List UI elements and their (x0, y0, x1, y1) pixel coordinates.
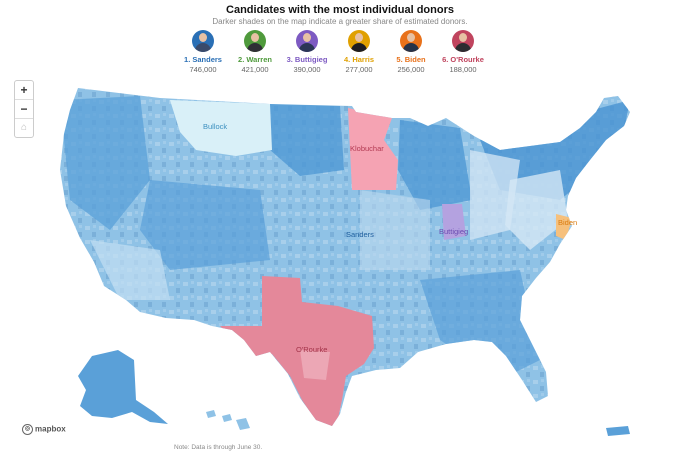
legend-value: 746,000 (189, 65, 217, 74)
map-label-buttigieg: Buttigieg (439, 227, 469, 236)
map-label-sanders: Sanders (346, 230, 374, 239)
legend-value: 277,000 (345, 65, 373, 74)
legend-name: 5. Biden (396, 55, 426, 64)
chart-title: Candidates with the most individual dono… (226, 4, 454, 16)
legend-value: 256,000 (397, 65, 425, 74)
legend-value: 188,000 (449, 65, 477, 74)
candidate-legend: 1. Sanders 746,000 2. Warren 421,000 3. … (178, 30, 484, 86)
mapbox-logo[interactable]: ◎ mapbox (22, 424, 66, 435)
harris-avatar (348, 30, 370, 52)
orourke-avatar (452, 30, 474, 52)
legend-value: 390,000 (293, 65, 321, 74)
buttigieg-avatar (296, 30, 318, 52)
legend-item-buttigieg: 3. Buttigieg 390,000 (282, 30, 332, 74)
map-label-bullock: Bullock (203, 122, 228, 131)
legend-item-orourke: 6. O'Rourke 188,000 (438, 30, 488, 74)
legend-name: 4. Harris (343, 55, 375, 64)
mapbox-icon: ◎ (22, 424, 33, 435)
legend-item-harris: 4. Harris 277,000 (334, 30, 384, 74)
chart-subtitle: Darker shades on the map indicate a grea… (212, 17, 468, 26)
legend-item-biden: 5. Biden 256,000 (386, 30, 436, 74)
legend-name: 3. Buttigieg (286, 55, 328, 64)
legend-name: 6. O'Rourke (442, 55, 484, 64)
zoom-out-button[interactable]: − (15, 100, 33, 119)
biden-avatar (400, 30, 422, 52)
legend-name: 1. Sanders (184, 55, 222, 64)
warren-avatar (244, 30, 266, 52)
home-icon[interactable]: ⌂ (20, 122, 28, 133)
legend-item-sanders: 1. Sanders 746,000 (178, 30, 228, 74)
map-label-klobuchar: Klobuchar (350, 144, 384, 153)
sanders-avatar (192, 30, 214, 52)
data-note: Note: Data is through June 30. (174, 444, 263, 451)
zoom-in-button[interactable]: + (15, 81, 33, 100)
legend-value: 421,000 (241, 65, 269, 74)
map-controls: + − ⌂ (14, 80, 34, 138)
map-label-orourke: O'Rourke (296, 345, 328, 354)
legend-name: 2. Warren (238, 55, 272, 64)
map-label-biden: Biden (558, 218, 578, 227)
legend-item-warren: 2. Warren 421,000 (230, 30, 280, 74)
